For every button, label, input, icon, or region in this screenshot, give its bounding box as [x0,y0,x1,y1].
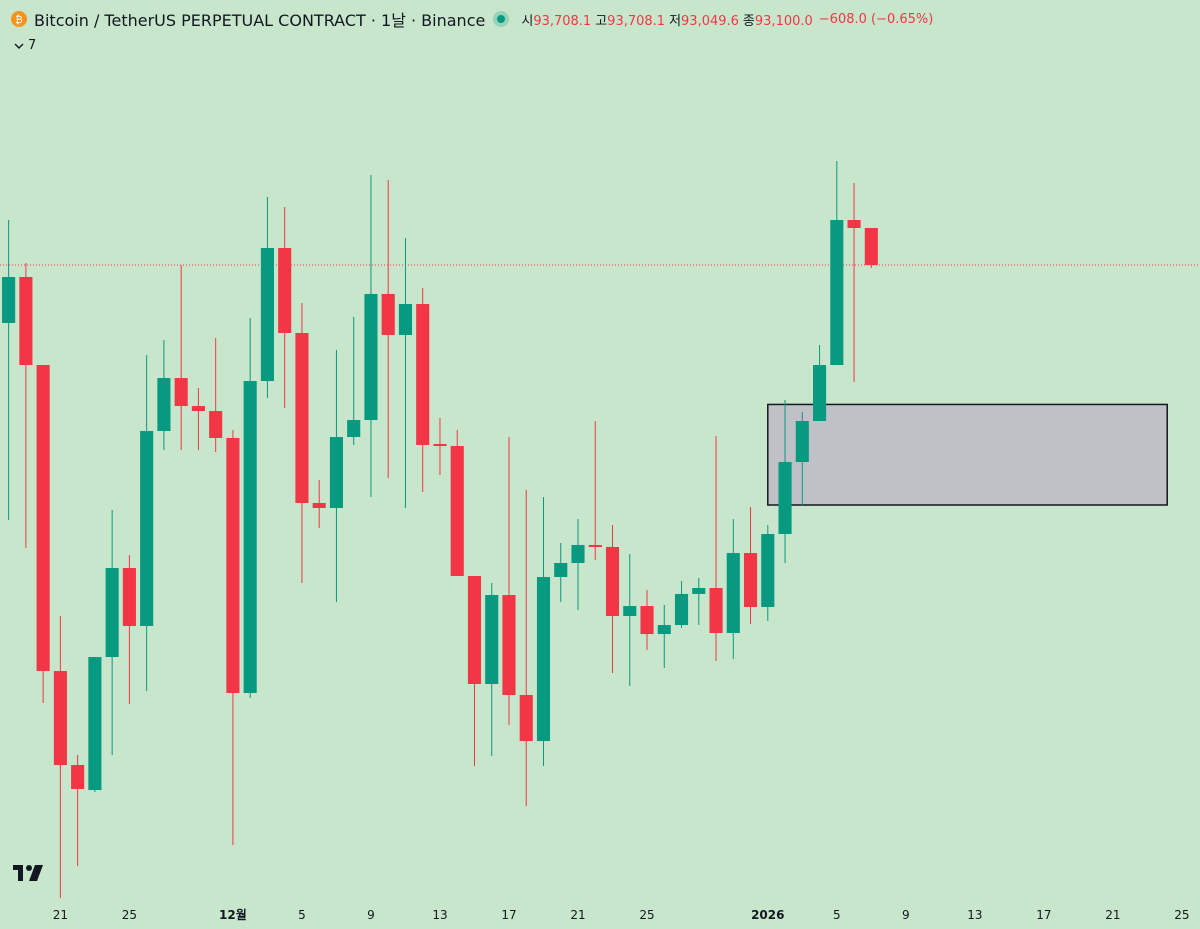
candle-body [623,606,637,617]
candle-body [140,430,154,626]
ohlc-value: 93,708.1 [533,13,592,29]
candle-body [795,421,809,463]
candle-body [467,576,482,684]
candle-body [226,437,240,694]
candle-body [571,544,585,564]
candle-body [743,553,758,608]
ohlc-label: 종 [742,13,755,29]
x-tick-label: 21 [53,908,68,922]
candle-body [812,365,827,422]
x-tick-label: 21 [570,908,585,922]
candle-body [157,378,171,431]
candle-body [278,248,292,333]
candle-body [554,563,568,577]
candle-body [364,293,378,421]
x-tick-label: 25 [639,908,654,922]
candle-body [847,220,861,228]
ohlc-value: 93,049.6 [681,13,739,29]
candle-body [71,765,85,789]
change-label: −608.0 (−0.65%) [818,11,934,27]
candle-body [122,567,136,626]
x-tick-label: 9 [902,908,910,922]
x-tick-label: 9 [367,908,375,922]
chart-title: Bitcoin / TetherUS PERPETUAL CONTRACT · … [34,11,486,30]
candle-body [692,588,706,594]
candle-body [191,406,205,412]
candle-body [295,332,309,503]
candle-body [105,567,119,658]
candle-body [53,671,67,766]
coin-icon: ₿ [11,11,27,27]
ohlc-label: 시 [521,13,534,29]
ohlc-label: 고 [595,13,608,29]
candle-body [502,595,516,696]
candle-body [605,546,620,617]
x-tick-label: 5 [298,908,306,922]
candle-body [519,695,533,742]
candle-body [381,293,395,336]
candle-body [674,593,689,626]
candle-body [174,378,188,407]
legend-header: ₿ Bitcoin / TetherUS PERPETUAL CONTRACT … [10,7,933,31]
candle-body [536,576,551,742]
candle-body [709,588,723,633]
candle-body [2,276,16,324]
candle-body [778,462,792,535]
candle-body [433,444,447,447]
candle-body [485,595,499,684]
candle-body [657,625,671,635]
x-tick-label: 25 [122,908,137,922]
ohlc-legend: 시93,708.1 고93,708.1 저93,049.6 종93,100.0 [517,10,812,29]
candle-body [398,304,413,336]
candle-body [209,411,223,438]
candle-body [329,437,344,508]
status-dot [493,11,510,27]
candle-body [588,544,602,547]
x-tick-label: 2026 [751,908,784,922]
x-tick-label: 13 [967,908,982,922]
ohlc-value: 93,708.1 [607,13,666,29]
candle-body [19,276,33,366]
x-tick-label: 13 [432,908,447,922]
tv-logo [13,865,43,881]
candle-body [761,534,775,608]
collapsed-count: 7 [28,38,37,53]
candle-body [260,248,274,382]
x-tick-label: 17 [1036,908,1051,922]
candle-body [640,606,654,635]
svg-text:₿: ₿ [15,14,22,26]
x-tick-label: 21 [1105,908,1120,922]
x-tick-label: 25 [1174,908,1189,922]
zone-rectangle [767,403,1168,506]
ohlc-label: 저 [669,13,682,29]
candle-body [726,553,740,633]
candle-body [830,220,844,366]
ohlc-value: 93,100.0 [754,13,813,29]
chevron [14,43,24,49]
candle-body [416,304,430,445]
indicators-toggle[interactable]: 7 [14,38,36,53]
candle-body [450,446,464,577]
candle-body [312,502,326,508]
candle-body [243,381,257,694]
candle-body [864,227,878,266]
candle-body [347,420,361,438]
candle-body [88,657,102,791]
candle-body [36,365,50,672]
x-tick-label: 12월 [219,907,247,922]
x-tick-label: 17 [501,908,516,922]
x-tick-label: 5 [833,908,841,922]
